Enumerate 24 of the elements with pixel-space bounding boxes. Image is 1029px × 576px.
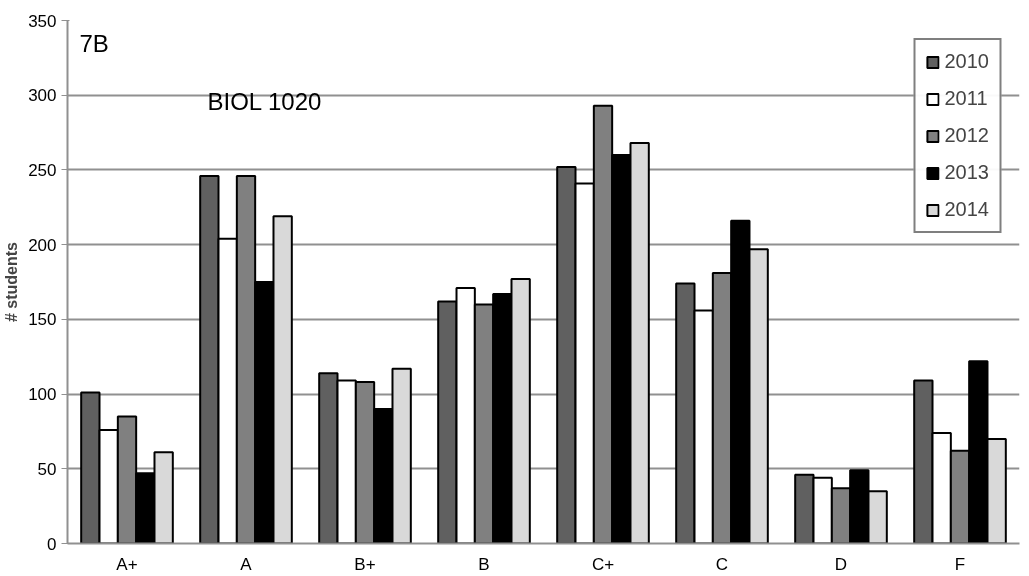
legend-label: 2011 xyxy=(944,87,988,110)
x-tick-label: A+ xyxy=(116,554,138,574)
legend-label: 2013 xyxy=(944,161,989,184)
annotation: BIOL 1020 xyxy=(207,87,322,115)
y-tick-label: 250 xyxy=(28,160,57,180)
legend-label: 2010 xyxy=(944,50,989,73)
y-tick-label: 300 xyxy=(28,86,57,106)
annotation: 7B xyxy=(79,30,109,58)
y-tick-label: 0 xyxy=(47,534,57,554)
x-tick-label: A xyxy=(240,554,253,574)
y-tick-label: 350 xyxy=(28,11,57,31)
y-axis-title: # students xyxy=(3,241,21,323)
y-tick-label: 100 xyxy=(28,385,57,405)
y-tick-label: 50 xyxy=(37,459,57,479)
y-tick-label: 200 xyxy=(28,235,57,255)
legend-label: 2014 xyxy=(944,198,989,221)
x-tick-label: C+ xyxy=(591,554,615,574)
legend-label: 2012 xyxy=(944,124,989,147)
x-tick-label: D xyxy=(834,554,848,574)
x-tick-label: F xyxy=(954,554,966,574)
y-tick-label: 150 xyxy=(28,310,57,330)
x-tick-label: C xyxy=(715,554,729,574)
x-tick-label: B xyxy=(478,554,490,574)
x-tick-label: B+ xyxy=(354,554,376,574)
